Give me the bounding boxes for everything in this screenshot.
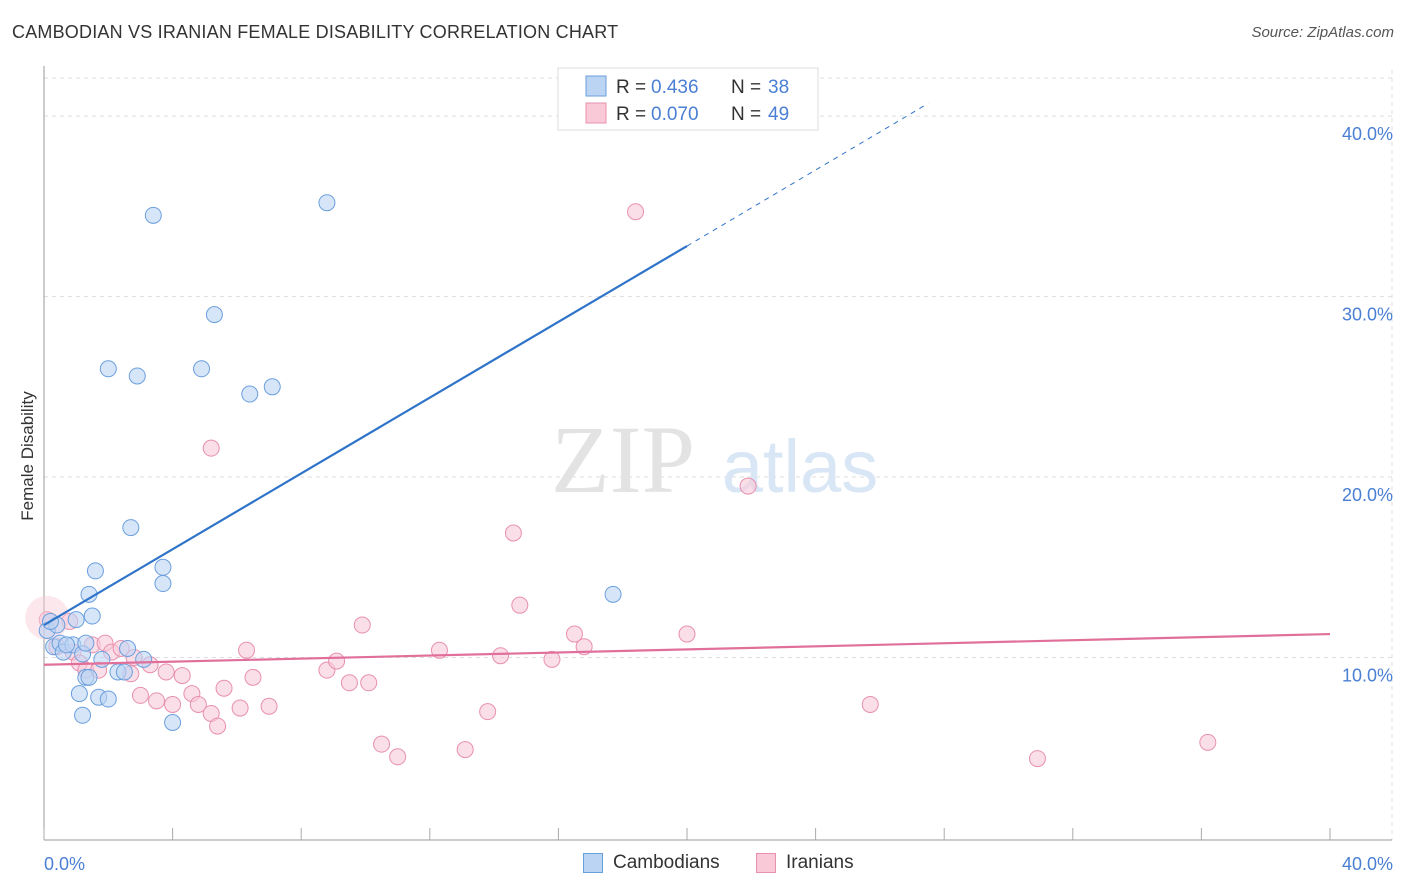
legend-n-label: N = (731, 77, 761, 98)
cambodians-point (241, 385, 259, 403)
cambodians-point (193, 360, 211, 378)
y-tick-label: 30.0% (1342, 305, 1393, 325)
legend-label: Iranians (786, 852, 854, 873)
cambodians-point (128, 367, 146, 385)
iranians-point (492, 647, 510, 665)
legend-swatch-cambodians (585, 75, 607, 97)
iranians-point (456, 741, 474, 759)
cambodians-point (77, 634, 95, 652)
cambodians-point (74, 706, 92, 724)
axes (43, 66, 1392, 841)
legend-r-value: 0.436 (651, 77, 699, 98)
cambodians-point (83, 607, 101, 625)
iranians-point (238, 641, 256, 659)
iranians-point (389, 748, 407, 766)
iranians-point (164, 695, 182, 713)
y-tick-label: 10.0% (1342, 666, 1393, 686)
cambodians-point (135, 650, 153, 668)
legend-n-value: 49 (768, 104, 789, 125)
cambodians-point (154, 558, 172, 576)
y-tick-label: 20.0% (1342, 485, 1393, 505)
iranians-point (373, 735, 391, 753)
cambodians-point (115, 663, 133, 681)
watermark-atlas: atlas (722, 425, 878, 508)
iranians-point (231, 699, 249, 717)
cambodians-trend-extension (686, 103, 929, 247)
cambodians-point (122, 519, 140, 537)
legend-r-value: 0.070 (651, 104, 699, 125)
iranians-point (1028, 750, 1046, 768)
iranians-point (360, 674, 378, 692)
watermark: ZIP atlas (551, 406, 878, 513)
iranians-point (861, 695, 879, 713)
legend-item-iranians: Iranians (756, 852, 854, 874)
legend-r-label: R = (616, 104, 646, 125)
iranians-point (353, 616, 371, 634)
iranians-point (189, 695, 207, 713)
cambodians-point (263, 378, 281, 396)
legend-swatch (583, 853, 603, 873)
chart-title: CAMBODIAN VS IRANIAN FEMALE DISABILITY C… (12, 22, 619, 42)
tick-labels: 10.0% 20.0% 30.0% 40.0% 0.0% 40.0% (44, 124, 1393, 874)
cambodians-point (58, 636, 76, 654)
iranians-point (340, 674, 358, 692)
grid-lines (44, 70, 1393, 840)
trend-lines (43, 103, 1331, 666)
cambodians-trend-line (43, 245, 688, 626)
cambodians-point (86, 562, 104, 580)
legend-box: R = 0.436 N = 38 R = 0.070 N = 49 (557, 67, 819, 131)
cambodians-point (144, 206, 162, 224)
iranians-point (504, 524, 522, 542)
iranians-point (157, 663, 175, 681)
iranians-point (148, 692, 166, 710)
legend-r-label: R = (616, 77, 646, 98)
iranians-point (565, 625, 583, 643)
iranians-point (202, 439, 220, 457)
cambodians-point (93, 650, 111, 668)
source-note: Source: ZipAtlas.com (1251, 24, 1394, 41)
iranians-point (543, 650, 561, 668)
iranians-point (173, 667, 191, 685)
cambodians-point (99, 360, 117, 378)
iranians-point (739, 477, 757, 495)
watermark-zip: ZIP (551, 406, 695, 513)
cambodians-point (70, 685, 88, 703)
legend-item-cambodians: Cambodians (583, 852, 720, 874)
bottom-legend: Cambodians Iranians (0, 852, 1406, 880)
iranians-point (131, 686, 149, 704)
iranians-point (479, 703, 497, 721)
legend-n-label: N = (731, 104, 761, 125)
cambodians-point (80, 668, 98, 686)
iranians-point (328, 652, 346, 670)
iranians-point (244, 668, 262, 686)
cambodians-point (318, 194, 336, 212)
iranians-point (209, 717, 227, 735)
cambodians-point (205, 306, 223, 324)
iranians-point (1199, 733, 1217, 751)
cambodians-point (604, 585, 622, 603)
iranians-point (511, 596, 529, 614)
legend-swatch-iranians (585, 102, 607, 124)
y-tick-label: 40.0% (1342, 124, 1393, 144)
iranians-point (215, 679, 233, 697)
cambodians-point (67, 611, 85, 629)
x-tick-label: 40.0% (1342, 854, 1393, 874)
cambodians-point (164, 713, 182, 731)
legend-n-value: 38 (768, 77, 789, 98)
iranians-point (260, 697, 278, 715)
iranians-point (678, 625, 696, 643)
iranians-trend-line (43, 632, 1331, 666)
cambodians-point (119, 640, 137, 657)
iranians-point (627, 203, 645, 221)
x-tick-label: 0.0% (44, 854, 85, 874)
cambodians-point (99, 690, 117, 708)
cambodians-points (38, 194, 622, 731)
legend-label: Cambodians (613, 852, 720, 873)
legend-swatch (756, 853, 776, 873)
cambodians-point (154, 575, 172, 593)
